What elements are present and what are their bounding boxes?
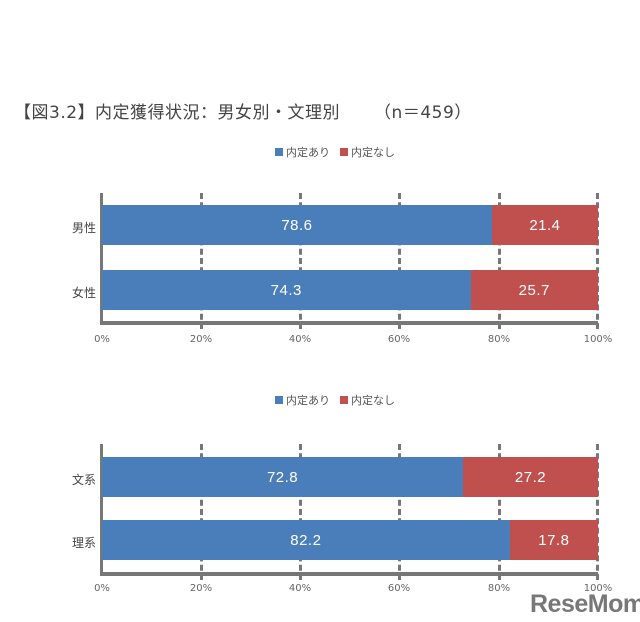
legend-item-without-offer: 内定なし bbox=[340, 392, 395, 408]
category-label: 理系 bbox=[71, 536, 96, 550]
x-tick-label: 60% bbox=[387, 334, 411, 345]
gridline bbox=[200, 193, 203, 329]
legend-bottom: 内定あり 内定なし bbox=[275, 392, 395, 408]
category-label: 文系 bbox=[71, 473, 96, 487]
gridline bbox=[596, 193, 599, 329]
stacked-bar: 74.3 25.7 bbox=[102, 270, 598, 310]
bar-segment-with-offer: 82.2 bbox=[102, 520, 510, 560]
legend-label: 内定なし bbox=[351, 146, 395, 159]
stacked-bar: 78.6 21.4 bbox=[102, 205, 598, 245]
y-axis bbox=[100, 193, 103, 325]
x-tick-label: 80% bbox=[487, 334, 511, 345]
red-swatch-icon bbox=[340, 148, 348, 156]
sample-size: （n＝459） bbox=[374, 103, 472, 123]
gridline bbox=[398, 193, 401, 329]
x-tick-label: 0% bbox=[94, 334, 110, 345]
y-axis bbox=[100, 444, 103, 576]
stacked-bar: 72.8 27.2 bbox=[102, 457, 598, 497]
x-tick-label: 100% bbox=[583, 583, 613, 594]
title-text: 【図3.2】内定獲得状況：男女別・文理別 bbox=[14, 103, 341, 123]
legend-item-with-offer: 内定あり bbox=[275, 392, 330, 408]
legend-label: 内定なし bbox=[351, 394, 395, 407]
legend-label: 内定あり bbox=[286, 146, 330, 159]
gridline bbox=[200, 444, 203, 580]
bar-segment-with-offer: 74.3 bbox=[102, 270, 471, 310]
resemom-watermark-logo: ReseMom bbox=[530, 590, 640, 618]
legend-top: 内定あり 内定なし bbox=[275, 144, 395, 160]
x-tick-label: 0% bbox=[94, 583, 110, 594]
gridline bbox=[498, 193, 501, 329]
gridline bbox=[596, 444, 599, 580]
bar-segment-without-offer: 21.4 bbox=[491, 205, 598, 245]
bar-segment-without-offer: 27.2 bbox=[463, 457, 598, 497]
category-label: 女性 bbox=[71, 286, 96, 300]
x-tick-label: 20% bbox=[189, 334, 213, 345]
bar-segment-with-offer: 78.6 bbox=[102, 205, 492, 245]
stacked-bar: 82.2 17.8 bbox=[102, 520, 598, 560]
bar-segment-without-offer: 17.8 bbox=[509, 520, 598, 560]
gridline bbox=[299, 193, 302, 329]
x-tick-label: 100% bbox=[583, 334, 613, 345]
x-axis bbox=[100, 572, 598, 576]
x-tick-label: 40% bbox=[288, 334, 312, 345]
blue-swatch-icon bbox=[275, 396, 283, 404]
legend-label: 内定あり bbox=[286, 394, 330, 407]
bar-segment-without-offer: 25.7 bbox=[470, 270, 598, 310]
category-label: 男性 bbox=[71, 221, 96, 235]
bar-segment-with-offer: 72.8 bbox=[102, 457, 464, 497]
gridline bbox=[398, 444, 401, 580]
red-swatch-icon bbox=[340, 396, 348, 404]
gridline bbox=[299, 444, 302, 580]
x-tick-label: 60% bbox=[387, 583, 411, 594]
chart-title: 【図3.2】内定獲得状況：男女別・文理別 （n＝459） bbox=[14, 98, 472, 123]
x-tick-label: 80% bbox=[487, 583, 511, 594]
x-tick-label: 20% bbox=[189, 583, 213, 594]
legend-item-with-offer: 内定あり bbox=[275, 144, 330, 160]
legend-item-without-offer: 内定なし bbox=[340, 144, 395, 160]
blue-swatch-icon bbox=[275, 148, 283, 156]
gridline bbox=[498, 444, 501, 580]
x-axis bbox=[100, 321, 598, 325]
x-tick-label: 40% bbox=[288, 583, 312, 594]
